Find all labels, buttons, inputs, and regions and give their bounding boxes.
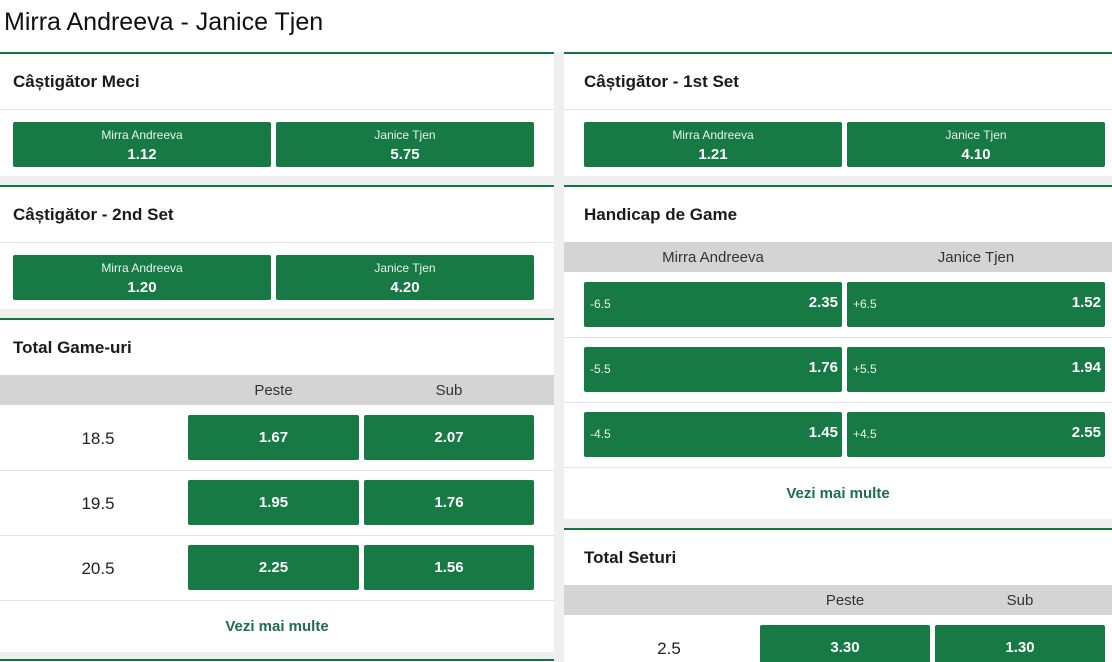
page-title: Mirra Andreeva - Janice Tjen xyxy=(4,8,324,36)
odds-value: 2.35 xyxy=(808,294,838,311)
odds-value: 2.55 xyxy=(1071,424,1101,441)
row-divider xyxy=(564,402,1112,403)
odds-button-set1-tjen[interactable]: Janice Tjen 4.10 xyxy=(847,122,1105,167)
market-title: Câștigător - 1st Set xyxy=(564,54,1112,110)
handicap-line: +4.5 xyxy=(853,427,877,441)
odds-value: 1.76 xyxy=(434,494,464,511)
odds-value: 1.45 xyxy=(808,424,838,441)
row-divider xyxy=(0,470,554,471)
market-title: Câștigător Meci xyxy=(0,54,554,110)
odds-value: 1.95 xyxy=(258,494,289,511)
see-more-link[interactable]: Vezi mai multe xyxy=(225,618,329,635)
odds-button-match-winner-tjen[interactable]: Janice Tjen 5.75 xyxy=(276,122,534,167)
handicap-line: +6.5 xyxy=(853,297,877,311)
odds-button-handicap-away[interactable]: +4.5 2.55 xyxy=(847,412,1105,457)
odds-button-handicap-home[interactable]: -6.5 2.35 xyxy=(584,282,842,327)
outcome-label: Mirra Andreeva xyxy=(101,261,183,275)
market-next-partial xyxy=(0,659,554,662)
odds-button-handicap-home[interactable]: -5.5 1.76 xyxy=(584,347,842,392)
odds-button-handicap-away[interactable]: +5.5 1.94 xyxy=(847,347,1105,392)
row-divider xyxy=(564,467,1112,468)
outcome-label: Janice Tjen xyxy=(374,128,436,142)
outcome-label: Mirra Andreeva xyxy=(101,128,183,142)
odds-value: 2.25 xyxy=(258,559,289,576)
column-headers: Peste Sub xyxy=(0,375,554,405)
odds-button-over[interactable]: 2.25 xyxy=(188,545,359,590)
odds-button-handicap-away[interactable]: +6.5 1.52 xyxy=(847,282,1105,327)
odds-value: 1.56 xyxy=(434,559,464,576)
outcome-odds: 1.12 xyxy=(127,146,157,163)
column-header-under: Sub xyxy=(435,382,463,399)
row-divider xyxy=(0,600,554,601)
handicap-line: -6.5 xyxy=(590,297,611,311)
market-title: Câștigător - 2nd Set xyxy=(0,187,554,243)
market-title: Total Game-uri xyxy=(13,338,132,357)
market-total-games: Total Game-uri Peste Sub 18.5 1.67 2.07 … xyxy=(0,318,554,652)
column-headers: Peste Sub xyxy=(564,585,1112,615)
outcome-odds: 5.75 xyxy=(390,146,420,163)
odds-button-set2-tjen[interactable]: Janice Tjen 4.20 xyxy=(276,255,534,300)
column-header-andreeva: Mirra Andreeva xyxy=(662,249,764,266)
odds-value: 1.30 xyxy=(1005,639,1035,656)
odds-value: 1.52 xyxy=(1071,294,1101,311)
total-line: 2.5 xyxy=(657,639,681,658)
odds-value: 1.94 xyxy=(1071,359,1101,376)
market-total-sets: Total Seturi Peste Sub 2.5 3.30 1.30 xyxy=(564,528,1112,662)
odds-button-set2-andreeva[interactable]: Mirra Andreeva 1.20 xyxy=(13,255,271,300)
column-gap xyxy=(554,52,564,662)
column-header-under: Sub xyxy=(1006,592,1034,609)
handicap-line: +5.5 xyxy=(853,362,877,376)
odds-value: 1.76 xyxy=(808,359,838,376)
odds-button-over[interactable]: 3.30 xyxy=(760,625,930,662)
odds-button-over[interactable]: 1.67 xyxy=(188,415,359,460)
total-line: 19.5 xyxy=(81,494,115,513)
column-header-tjen: Janice Tjen xyxy=(937,249,1015,266)
odds-value: 2.07 xyxy=(434,429,464,446)
outcome-label: Janice Tjen xyxy=(374,261,436,275)
odds-button-under[interactable]: 2.07 xyxy=(364,415,534,460)
handicap-line: -5.5 xyxy=(590,362,611,376)
outcome-odds: 4.10 xyxy=(961,146,991,163)
column-header-over: Peste xyxy=(825,592,865,609)
market-title: Total Seturi xyxy=(584,548,677,567)
total-line: 18.5 xyxy=(81,429,115,448)
odds-button-handicap-home[interactable]: -4.5 1.45 xyxy=(584,412,842,457)
odds-button-under[interactable]: 1.76 xyxy=(364,480,534,525)
outcome-odds: 4.20 xyxy=(390,279,420,296)
handicap-line: -4.5 xyxy=(590,427,611,441)
odds-value: 3.30 xyxy=(830,639,860,656)
odds-button-under[interactable]: 1.30 xyxy=(935,625,1105,662)
column-header-over: Peste xyxy=(254,382,293,399)
market-game-handicap: Handicap de Game Mirra Andreeva Janice T… xyxy=(564,185,1112,519)
market-set2-winner: Câștigător - 2nd Set Mirra Andreeva 1.20… xyxy=(0,185,554,309)
market-set1-winner: Câștigător - 1st Set Mirra Andreeva 1.21… xyxy=(564,52,1112,176)
odds-button-over[interactable]: 1.95 xyxy=(188,480,359,525)
total-line: 20.5 xyxy=(81,559,115,578)
market-match-winner: Câștigător Meci Mirra Andreeva 1.12 Jani… xyxy=(0,52,554,176)
odds-value: 1.67 xyxy=(258,429,289,446)
row-divider xyxy=(0,535,554,536)
outcome-label: Janice Tjen xyxy=(945,128,1007,142)
odds-button-under[interactable]: 1.56 xyxy=(364,545,534,590)
column-headers: Mirra Andreeva Janice Tjen xyxy=(564,242,1112,272)
row-divider xyxy=(564,337,1112,338)
odds-button-set1-andreeva[interactable]: Mirra Andreeva 1.21 xyxy=(584,122,842,167)
odds-button-match-winner-andreeva[interactable]: Mirra Andreeva 1.12 xyxy=(13,122,271,167)
market-title: Handicap de Game xyxy=(584,205,738,224)
outcome-odds: 1.21 xyxy=(698,146,728,163)
outcome-odds: 1.20 xyxy=(127,279,157,296)
outcome-label: Mirra Andreeva xyxy=(672,128,754,142)
see-more-link[interactable]: Vezi mai multe xyxy=(786,485,890,502)
